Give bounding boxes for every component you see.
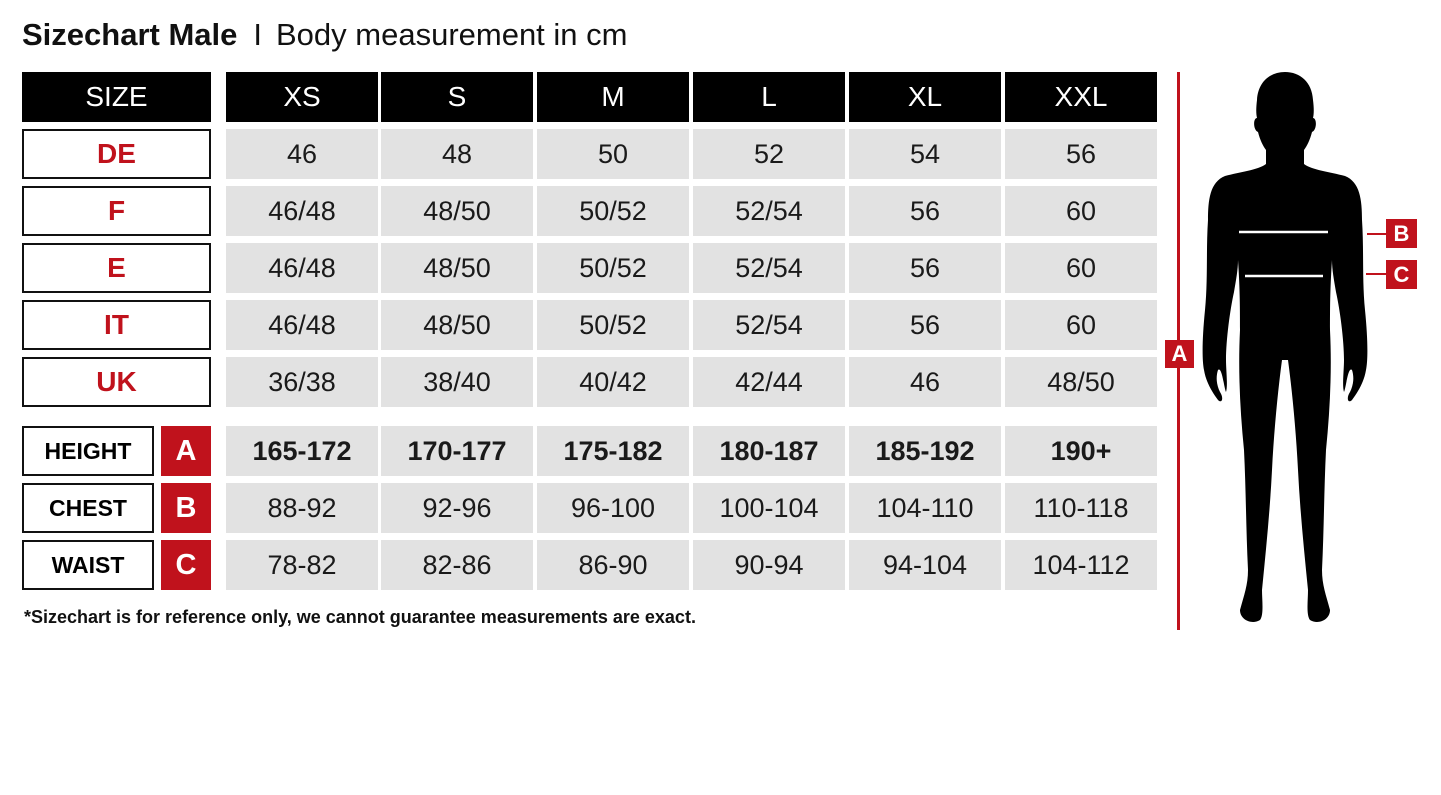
measure-label-waist: WAIST [22,540,154,590]
table-cell: 36/38 [226,357,378,407]
table-cell: 46/48 [226,243,378,293]
chest-marker-badge: B [1386,219,1417,248]
table-cell: 100-104 [693,483,845,533]
size-header-xl: XL [849,72,1001,122]
table-cell: 82-86 [381,540,533,590]
table-cell: 165-172 [226,426,378,476]
table-cell: 46 [849,357,1001,407]
measure-key-badge: C [161,540,211,590]
table-cell: 56 [849,186,1001,236]
table-cell: 52/54 [693,186,845,236]
table-cell: 50/52 [537,243,689,293]
table-cell: 52/54 [693,300,845,350]
table-cell: 40/42 [537,357,689,407]
chest-tick [1367,233,1387,235]
title-separator: I [253,17,262,52]
table-cell: 96-100 [537,483,689,533]
waist-marker-badge: C [1386,260,1417,289]
table-cell: 56 [849,300,1001,350]
table-cell: 38/40 [381,357,533,407]
table-cell: 60 [1005,243,1157,293]
table-cell: 48/50 [1005,357,1157,407]
table-cell: 90-94 [693,540,845,590]
table-cell: 92-96 [381,483,533,533]
page-title: Sizechart Male I Body measurement in cm [22,17,627,53]
table-cell: 52 [693,129,845,179]
table-cell: 50/52 [537,300,689,350]
table-cell: 54 [849,129,1001,179]
table-cell: 175-182 [537,426,689,476]
table-cell: 88-92 [226,483,378,533]
region-label-uk: UK [22,357,211,407]
table-cell: 94-104 [849,540,1001,590]
table-cell: 60 [1005,186,1157,236]
table-cell: 48 [381,129,533,179]
body-silhouette-icon [1202,72,1368,622]
table-cell: 46 [226,129,378,179]
size-header-m: M [537,72,689,122]
table-cell: 190+ [1005,426,1157,476]
measure-key-badge: B [161,483,211,533]
table-cell: 50 [537,129,689,179]
table-cell: 48/50 [381,186,533,236]
measure-label-height: HEIGHT [22,426,154,476]
table-cell: 110-118 [1005,483,1157,533]
table-cell: 104-110 [849,483,1001,533]
table-cell: 48/50 [381,300,533,350]
table-cell: 60 [1005,300,1157,350]
table-cell: 180-187 [693,426,845,476]
table-cell: 42/44 [693,357,845,407]
region-label-f: F [22,186,211,236]
size-header-label: SIZE [22,72,211,122]
title-bold: Sizechart Male [22,17,238,52]
size-header-xxl: XXL [1005,72,1157,122]
table-cell: 78-82 [226,540,378,590]
measure-label-chest: CHEST [22,483,154,533]
height-marker-badge: A [1165,340,1194,368]
region-label-de: DE [22,129,211,179]
table-cell: 46/48 [226,300,378,350]
table-cell: 86-90 [537,540,689,590]
table-cell: 46/48 [226,186,378,236]
table-cell: 48/50 [381,243,533,293]
footnote: *Sizechart is for reference only, we can… [24,607,696,627]
size-header-xs: XS [226,72,378,122]
table-cell: 170-177 [381,426,533,476]
waist-tick [1366,273,1387,275]
region-label-e: E [22,243,211,293]
measure-key-badge: A [161,426,211,476]
table-cell: 185-192 [849,426,1001,476]
table-cell: 104-112 [1005,540,1157,590]
size-header-s: S [381,72,533,122]
title-subtitle: Body measurement in cm [276,17,628,52]
table-cell: 52/54 [693,243,845,293]
size-header-l: L [693,72,845,122]
table-cell: 56 [1005,129,1157,179]
region-label-it: IT [22,300,211,350]
table-cell: 56 [849,243,1001,293]
table-cell: 50/52 [537,186,689,236]
